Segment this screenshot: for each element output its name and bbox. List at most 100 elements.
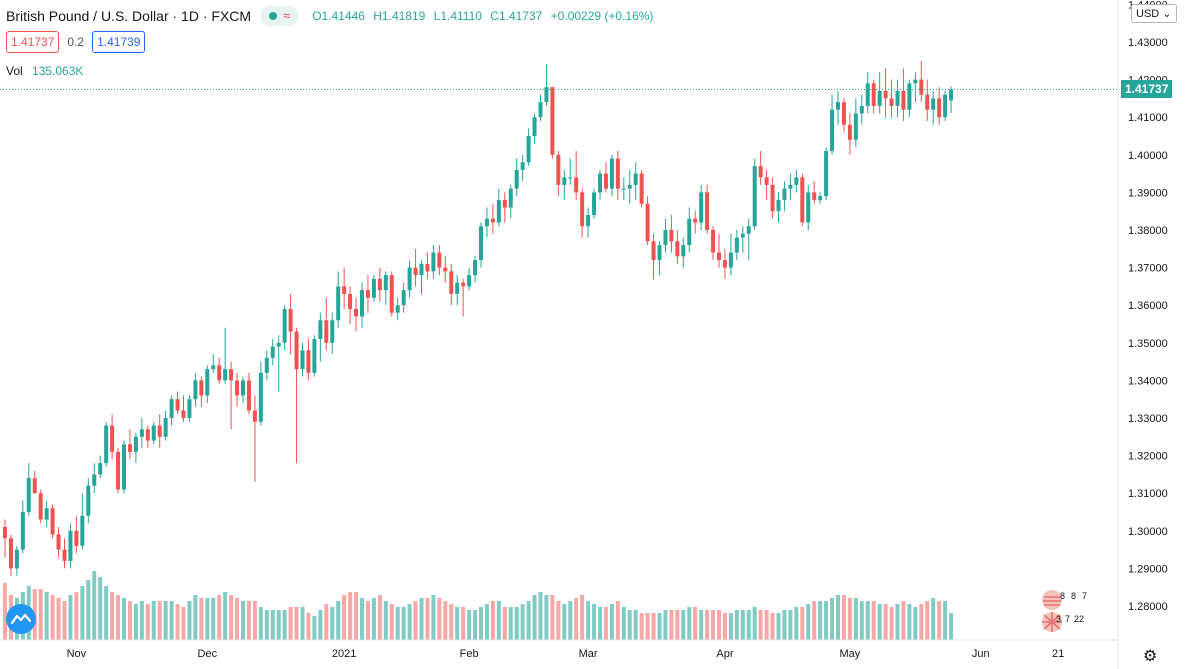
volume-bar (782, 610, 787, 640)
volume-bar (621, 607, 626, 640)
volume-bar (806, 604, 811, 640)
legend-toggle[interactable]: ≈ (261, 6, 299, 26)
logo-wave-icon (11, 613, 31, 625)
candle-body (931, 98, 936, 110)
candle-body (145, 429, 150, 441)
gear-icon[interactable]: ⚙ (1143, 648, 1158, 665)
wave-icon: ≈ (283, 8, 291, 23)
volume-bar (211, 598, 216, 640)
volume-bar (645, 613, 650, 640)
volume-value: 135.063K (32, 64, 84, 78)
volume-bar (550, 595, 555, 640)
candle-body (883, 90, 888, 99)
volume-bar (252, 601, 257, 640)
volume-bar (217, 595, 222, 640)
candle-body (360, 290, 364, 317)
volume-bar (913, 607, 918, 640)
time-tick-label: Nov (67, 648, 87, 660)
candle-body (681, 245, 686, 257)
candle-body (324, 320, 329, 343)
candle-body (859, 105, 864, 114)
candle-body (461, 282, 466, 287)
volume-bar (169, 601, 174, 640)
candle-body (633, 173, 638, 185)
volume-bar (580, 595, 585, 640)
price-tick-label: 1.40000 (1128, 150, 1168, 162)
volume-bar (556, 601, 561, 640)
volume-bar (824, 601, 829, 640)
volume-bar (847, 598, 852, 640)
volume-bar (205, 598, 210, 640)
candle-body (288, 308, 293, 332)
price-tick-label: 1.35000 (1128, 338, 1168, 350)
candle-body (193, 380, 198, 400)
volume-bar (187, 601, 192, 640)
volume-bar (407, 604, 412, 640)
flags-widget-icon[interactable]: 8 8 7 3 7 22 (1040, 588, 1090, 634)
candle-body (556, 154, 561, 185)
volume-bar (949, 613, 954, 640)
candle-body (116, 451, 121, 490)
widget-num-5: 7 (1065, 614, 1070, 624)
price-tick-label: 1.39000 (1128, 187, 1168, 199)
candle-body (371, 278, 376, 298)
candle-body (639, 173, 644, 204)
volume-bar (157, 601, 162, 640)
volume-bar (383, 601, 388, 640)
symbol-title[interactable]: British Pound / U.S. Dollar · 1D · FXCM (6, 8, 252, 24)
volume-bar (425, 598, 430, 640)
candle-body (889, 98, 894, 106)
candle-body (871, 83, 876, 106)
volume-bar (395, 607, 400, 640)
candle-body (437, 252, 442, 268)
candle-body (419, 263, 424, 276)
volume-bar (98, 577, 103, 640)
candle-body (574, 177, 579, 193)
candle-body (502, 199, 507, 208)
price-tick-label: 1.34000 (1128, 375, 1168, 387)
buy-price-button[interactable]: 1.41739 (92, 31, 146, 53)
candle-body (342, 286, 347, 294)
candle-body (508, 188, 513, 208)
volume-bar (264, 610, 269, 640)
volume-bar (276, 610, 281, 640)
candle-body (847, 124, 852, 140)
candle-body (413, 267, 418, 276)
volume-label[interactable]: Vol (6, 64, 23, 78)
volume-bar (360, 598, 364, 640)
volume-bar (229, 595, 234, 640)
time-axis[interactable]: Nov Dec 2021 Feb Mar Apr May Jun 21 (67, 648, 1065, 660)
candle-body (722, 260, 727, 268)
candle-body (270, 346, 275, 358)
candle-body (621, 188, 626, 190)
sell-price-button[interactable]: 1.41737 (6, 31, 60, 53)
us-flag-icon (1042, 590, 1062, 610)
currency-button[interactable]: USD ⌄ (1131, 4, 1177, 23)
volume-bar (193, 595, 198, 640)
candle-body (354, 308, 359, 317)
volume-bar (122, 598, 126, 640)
volume-bar (752, 607, 757, 640)
volume-bar (342, 595, 347, 640)
time-tick-label: Dec (198, 648, 218, 660)
widget-num-3: 7 (1082, 591, 1087, 601)
candle-body (139, 429, 144, 437)
price-tick-label: 1.31000 (1128, 488, 1168, 500)
volume-bar (937, 601, 942, 640)
volume-bar (235, 598, 240, 640)
candle-body (401, 290, 406, 306)
price-tick-label: 1.33000 (1128, 413, 1168, 425)
volume-bar (627, 610, 632, 640)
candle-body (538, 102, 543, 118)
widget-num-4: 3 (1056, 614, 1061, 624)
candle-body (800, 177, 805, 223)
candle-body (895, 90, 900, 106)
volume-bar (681, 610, 686, 640)
candle-body (675, 241, 680, 257)
candle-body (235, 380, 240, 396)
volume-bar (496, 601, 501, 640)
volume-bar (413, 601, 418, 640)
tradingview-logo-icon[interactable] (6, 604, 36, 634)
volume-bar (473, 610, 478, 640)
